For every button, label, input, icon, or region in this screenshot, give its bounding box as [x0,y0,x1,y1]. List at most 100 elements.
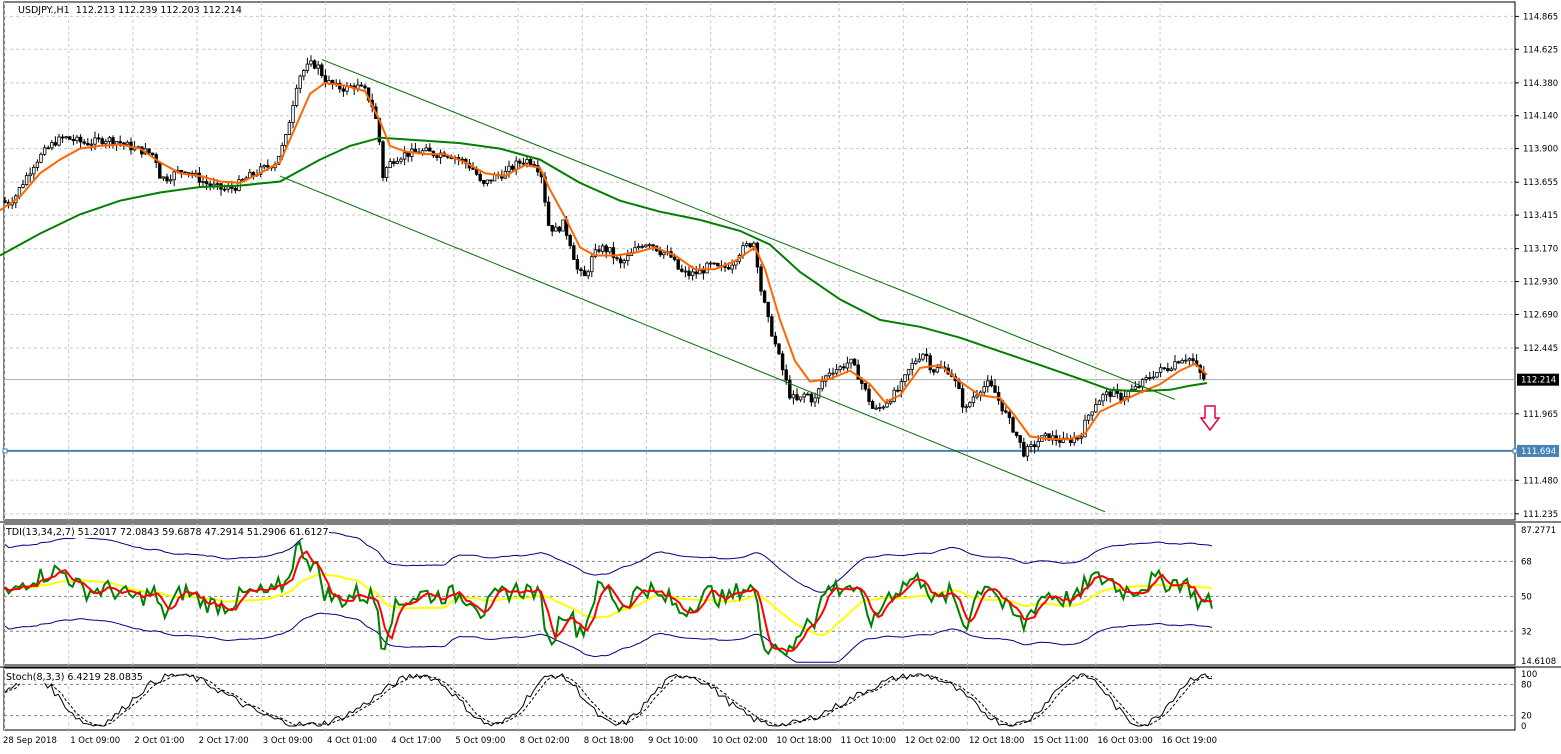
time-tick-label: 12 Oct 18:00 [969,736,1024,746]
candle [528,158,533,165]
candle [600,245,605,252]
candle [784,369,788,381]
time-tick-label: 10 Oct 02:00 [712,736,767,746]
price-tick-label: 111.480 [1523,476,1558,486]
candle [60,136,65,139]
candle [590,256,594,273]
candle [125,141,130,145]
candle [770,316,774,337]
candle [312,60,317,69]
candle [1029,444,1033,447]
candle [1187,358,1192,361]
candle [64,136,68,139]
candle [1086,414,1091,421]
candle [726,267,731,270]
candle [683,270,688,273]
current-price-tag [1517,373,1559,386]
candle [17,187,22,197]
tdi-tick-label: 87.2771 [1521,526,1556,536]
time-tick-label: 8 Oct 02:00 [520,736,570,746]
candle [172,171,176,181]
time-tick-label: 9 Oct 10:00 [648,736,698,746]
candle [82,141,86,144]
time-tick-label: 2 Oct 01:00 [134,736,184,746]
tdi-lower-band [4,612,1213,663]
candle [183,171,187,174]
candle [1047,433,1051,441]
candle [507,165,511,172]
candle [1083,419,1087,438]
candle [1176,361,1181,364]
candle [197,172,202,183]
candle [341,88,346,92]
tdi-tick-label: 50 [1521,592,1532,602]
candle [1090,411,1094,416]
candle [78,136,83,143]
candle [899,381,904,392]
candle [798,396,803,401]
candle [510,165,515,170]
price-tick-label: 111.965 [1523,410,1558,420]
price-tick-label: 114.140 [1523,112,1558,122]
candle [413,148,418,153]
candle [514,160,518,170]
candle [1126,390,1130,398]
candle [993,385,997,393]
candle [806,393,810,396]
price-tick-label: 112.445 [1523,344,1558,354]
candle [1004,410,1008,413]
candle [1180,359,1184,364]
channel-lower-line [279,175,1106,513]
candle [294,87,299,106]
stoch-tick-label: 80 [1521,680,1532,690]
candle [93,137,97,145]
candle [1133,386,1138,390]
candle [1076,437,1080,440]
candle [359,84,364,87]
candle [575,259,580,270]
candle [680,268,684,272]
candle [395,160,400,164]
candle [471,167,475,170]
time-tick-label: 16 Oct 19:00 [1162,736,1217,746]
price-tick-label: 114.865 [1523,12,1558,22]
candle [399,158,403,162]
candle [428,147,432,152]
candle [852,358,857,366]
candle [1104,391,1109,396]
candle [820,380,824,390]
candle [888,400,893,404]
candle [611,247,616,258]
candle [618,258,623,264]
candle [384,167,389,179]
tdi-tick-label: 68 [1521,557,1532,567]
candle [838,366,842,371]
candle [996,392,1001,401]
time-tick-label: 1 Oct 09:00 [70,736,120,746]
candle [525,158,529,164]
candle [46,147,50,150]
candle [1166,368,1170,371]
candle [842,366,846,369]
candle [989,380,994,387]
support-price-tag-label: 111.694 [1521,447,1556,457]
candle [658,250,662,256]
time-tick-label: 3 Oct 09:00 [263,736,313,746]
candle [402,152,407,160]
candle [435,155,439,158]
candle [928,355,932,371]
tdi-price-line [4,539,1213,658]
tdi-market-base-line [4,573,1213,637]
stoch-tick-label: 20 [1521,712,1532,722]
time-tick-label: 16 Oct 03:00 [1097,736,1152,746]
candle [561,219,565,232]
candle [644,244,648,248]
candle [1022,441,1026,457]
candle [964,406,968,409]
candle [438,152,443,158]
candle [701,269,706,274]
candle [921,353,925,360]
candle [1043,433,1048,437]
candle [712,262,716,265]
